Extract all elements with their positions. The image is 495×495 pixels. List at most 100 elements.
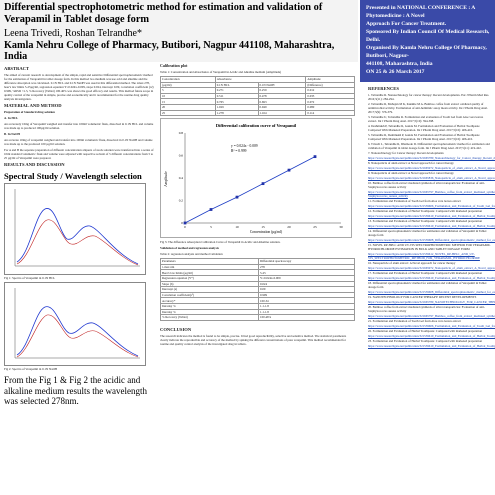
table-cell: Accuracy* [159, 297, 260, 304]
reference-link[interactable]: https://www.researchgate.net/publication… [368, 156, 495, 160]
table-header-row: Parameters Differential spectroscopy [159, 258, 355, 265]
table-cell: % Recovery (Tablet) [159, 314, 260, 321]
table-row: 25 1.278 1.164 0.114 [160, 109, 355, 117]
table-cell: Interday % [159, 308, 260, 316]
reference-link[interactable]: https://www.researchgate.net/publication… [368, 276, 495, 280]
table-cell: Y=0.024x-0.009 [258, 274, 355, 282]
reference-link[interactable]: https://www.researchgate.net/publication… [368, 334, 495, 338]
reference-link[interactable]: https://www.researchgate.net/publication… [368, 238, 495, 242]
table-cell: Regression equation (Y*) [159, 274, 260, 282]
table-row: Interday % 1.1-1.8 [159, 308, 355, 316]
reference-item: 4. Deshmukh P, Telrandhe R, Gunde M. For… [368, 124, 480, 132]
reference-item: 7. Nanotechnology for Cancer therapy: Re… [368, 151, 444, 155]
spectrum-naoh-svg [14, 288, 140, 359]
table-cell: 0.09 [258, 286, 355, 293]
table-cell: 0.999 [258, 291, 355, 299]
fig2-caption: Fig 2: Spectra of Verapamil in 0.1N NaOH [4, 367, 58, 371]
results-heading: RESULTS AND DISCUSSION [4, 162, 65, 167]
reference-item: 18. Differential spectrophotometric meth… [368, 281, 487, 289]
authors: Leena Trivedi, Roshan Telrandhe* [4, 28, 142, 39]
table-row: Beer's law limits (µg/ml) 5-25 [159, 269, 355, 276]
table-cell: 1.278 [214, 109, 259, 117]
table-header-cell: Differential spectroscopy [258, 258, 355, 265]
reference-link[interactable]: https://www.researchgate.net/publication… [368, 314, 495, 318]
reference-link[interactable]: https://www.researchgate.net/publication… [368, 204, 495, 208]
table-cell: 1.1-1.8 [258, 308, 355, 316]
spectral-heading: Spectral Study / Wavelength selection [4, 171, 142, 181]
table-header-cell: (Difference) [305, 81, 355, 89]
table-cell: 0.033 [305, 92, 355, 100]
column-left: ABSTRACT The aimed of current research t… [4, 64, 154, 407]
reference-item: 12. Formulation and Evaluation of Herbal… [368, 209, 483, 213]
reference-link[interactable]: https://www.researchgate.net/publication… [368, 300, 495, 304]
validation-heading: Validation of method and regression anal… [160, 246, 219, 251]
reference-link[interactable]: https://www.researchgate.net/publication… [368, 266, 495, 270]
references-heading: REFERENCES [368, 86, 399, 91]
reference-item: 10. Bamboo coffee from extract mediated … [368, 181, 485, 189]
reference-link[interactable]: https://www.researchgate.net/publication… [368, 176, 495, 180]
reference-link[interactable]: https://www.researchgate.net/publication… [368, 324, 495, 328]
reference-item: 15. NOVEL RP-HPLC AND UV-VIS SPECTROPHOT… [368, 243, 491, 251]
hcl-label: A. In HCL [4, 116, 19, 120]
table-row: λ max nm 278 [159, 263, 355, 271]
y-tick-label: 0.8 [179, 131, 184, 135]
reference-link[interactable]: https://www.researchgate.net/publication… [368, 290, 495, 294]
table-row: 10 0.511 0.478 0.033 [160, 92, 355, 100]
spectrum-hcl-trace-2 [16, 219, 139, 266]
data-point [183, 221, 187, 225]
reference-link[interactable]: https://www.researchgate.net/publication… [368, 190, 495, 198]
reference-item: 5. Telrandhe R, Deshmukh P, Gunde M. For… [368, 133, 480, 141]
banner-line-6: ON 25 & 26 March 2017 [366, 69, 425, 75]
affiliation: Kamla Nehru College of Pharmacy, Butibor… [4, 40, 335, 62]
calibration-chart-svg: Differential calibration curve of Verapa… [164, 123, 343, 234]
y-tick-label: 0 [181, 221, 183, 225]
y-tick-label: 0.4 [179, 176, 184, 180]
chart-ylabel: Amplitude [164, 171, 168, 187]
reference-item: 22. Formulation and Evaluation of Herbal… [368, 329, 483, 333]
dilution-text: For A and B the separate preparation of … [4, 148, 154, 160]
x-tick-label: 25 [313, 225, 317, 229]
table-cell: 25 [160, 109, 216, 117]
chart-layer: 0 5 10 15 20 25 30 0 0.2 0.4 0.6 0.8 [179, 131, 343, 229]
x-tick-label: 20 [287, 225, 291, 229]
reference-item: 6. Trivedi L, Telrandhe R, Dhamode D. Di… [368, 142, 490, 150]
table-cell: 0.080 [305, 104, 355, 111]
abstract-text: The aimed of current research to develop… [4, 73, 154, 101]
reference-link[interactable]: https://www.researchgate.net/publication… [368, 214, 495, 218]
y-tick-label: 0.6 [179, 154, 184, 158]
banner-line-5: 441108, Maharashtra, India [366, 61, 433, 67]
reference-link[interactable]: https://www.researchgate.net/publication… [368, 252, 480, 260]
reference-item: 3. Telrandhe U, Telrandhe R. Formulation… [368, 115, 484, 123]
conclusion-text: The research indicates the method is fou… [160, 333, 347, 346]
data-point [235, 195, 239, 199]
table-cell: Correlation coefficient(r²) [159, 291, 260, 299]
table-header-cell: Parameters [159, 258, 260, 265]
banner-line-2: Approach For Cancer Treatment. [366, 21, 447, 27]
table-cell: Intraday % [159, 302, 260, 310]
table-cell: 0.693 [257, 98, 307, 105]
reference-link[interactable]: https://www.researchgate.net/publication… [368, 224, 495, 228]
reference-list: 1. Telrandhe R. Nanotechnology for cance… [368, 93, 495, 348]
table-cell: 100.46% [258, 314, 355, 321]
chart-r2: R² = 0.999 [231, 149, 247, 153]
reference-item: 9. Nanoparticle of alum extract: A Novel… [368, 171, 454, 175]
reference-item: 19. NANOTECHNOLOGY FOR CANCER THERAPY: R… [368, 295, 477, 299]
table-row: Accuracy* 100.34 [159, 297, 355, 304]
table1-title: Table 1: Concentration and Absorbance of… [160, 70, 282, 74]
reference-item: 21. Formulation and Evaluation of Tooth … [368, 319, 462, 323]
naoh-text: An accurate 10mg of verapamil weighed an… [4, 138, 153, 146]
reference-link[interactable]: https://www.researchgate.net/publication… [368, 166, 495, 170]
x-tick-label: 30 [339, 225, 343, 229]
table-cell: Slope (b) [159, 280, 260, 288]
fig1-caption: Fig 1: Spectra of Verapamil in 0.1N HCL [4, 276, 56, 280]
banner-line-1: Presented in NATIONAL CONFERENCE : A Phy… [366, 5, 476, 19]
table-cell: 0.949 [257, 104, 307, 111]
table-subheader-row: (µg/ml) 0.1N HCL 0.1N NaOH (Difference) [160, 81, 355, 89]
table-cell: 1.1-1.8 [258, 302, 355, 310]
chart-equation: y = 0.024x - 0.009 [231, 144, 258, 148]
reference-item: 8. Nanoparticle of alum extract: A Novel… [368, 161, 454, 165]
abstract-heading: ABSTRACT [4, 66, 30, 71]
table-row: 20 1.029 0.949 0.080 [160, 104, 355, 111]
reference-link[interactable]: https://www.researchgate.net/publication… [368, 344, 495, 348]
spectrum-hcl-trace-1 [16, 208, 139, 265]
